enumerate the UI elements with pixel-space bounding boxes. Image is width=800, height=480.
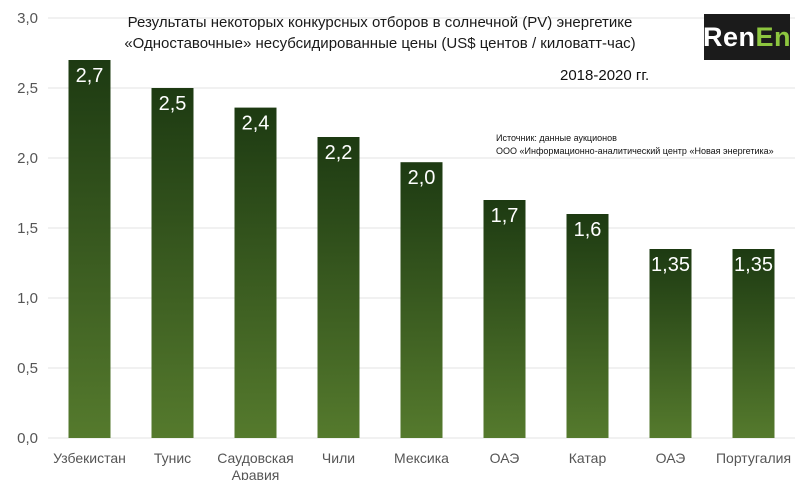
bar	[234, 107, 277, 438]
source-note-line-2: ООО «Информационно-аналитический центр «…	[496, 146, 774, 156]
y-tick-label: 3,0	[17, 10, 38, 27]
x-tick-label: Саудовская Аравия	[217, 450, 293, 480]
y-tick-label: 2,5	[17, 80, 38, 97]
bar-value-labels: 2,7 2,5 2,4 2,2 2,0 1,7 1,6 1,35 1,35	[76, 65, 773, 276]
x-tick-label: Узбекистан	[53, 450, 126, 466]
bar	[483, 200, 526, 438]
bar	[68, 60, 111, 438]
bar-value-label: 2,2	[325, 142, 353, 164]
x-axis: Узбекистан Тунис Саудовская Аравия Чили Мекси…	[53, 450, 791, 480]
source-note-line-1: Источник: данные аукционов	[496, 133, 617, 143]
chart-title-line-2: «Одноставочные» несубсидированные цены (…	[124, 35, 636, 52]
period-label: 2018-2020 гг.	[560, 67, 650, 84]
bar-value-label: 2,4	[242, 113, 270, 135]
y-tick-label: 0,5	[17, 360, 38, 377]
y-tick-label: 0,0	[17, 430, 38, 447]
y-tick-label: 2,0	[17, 150, 38, 167]
x-tick-label: ОАЭ	[656, 450, 686, 466]
x-tick-label: Чили	[322, 450, 355, 466]
y-tick-label: 1,5	[17, 220, 38, 237]
x-tick-label: Мексика	[394, 450, 449, 466]
chart-title-line-1: Результаты некоторых конкурсных отборов …	[127, 14, 633, 31]
x-tick-label: Тунис	[154, 450, 191, 466]
bar-value-label: 1,35	[734, 254, 773, 276]
bar-value-label: 2,0	[408, 167, 436, 189]
bars	[68, 60, 775, 438]
x-tick-label: Португалия	[716, 450, 791, 466]
bar	[566, 214, 609, 438]
bar-value-label: 1,6	[574, 219, 602, 241]
logo-text-ren: Ren	[702, 21, 756, 52]
bar-value-label: 2,7	[76, 65, 104, 87]
bar-value-label: 1,35	[651, 254, 690, 276]
y-axis: 0,0 0,5 1,0 1,5 2,0 2,5 3,0	[17, 10, 38, 447]
y-tick-label: 1,0	[17, 290, 38, 307]
logo-text-en: En	[755, 21, 792, 52]
x-tick-label: ОАЭ	[490, 450, 520, 466]
chart-title: Результаты некоторых конкурсных отборов …	[60, 12, 700, 54]
source-note: Источник: данные аукционов ООО «Информац…	[496, 132, 774, 158]
bar-value-label: 2,5	[159, 93, 187, 115]
bar	[649, 249, 692, 438]
bar	[732, 249, 775, 438]
bar-value-label: 1,7	[491, 205, 519, 227]
bar	[317, 137, 360, 438]
renen-logo: Ren En	[702, 14, 792, 60]
x-tick-label: Катар	[569, 450, 607, 466]
bar	[151, 88, 194, 438]
bar	[400, 162, 443, 438]
